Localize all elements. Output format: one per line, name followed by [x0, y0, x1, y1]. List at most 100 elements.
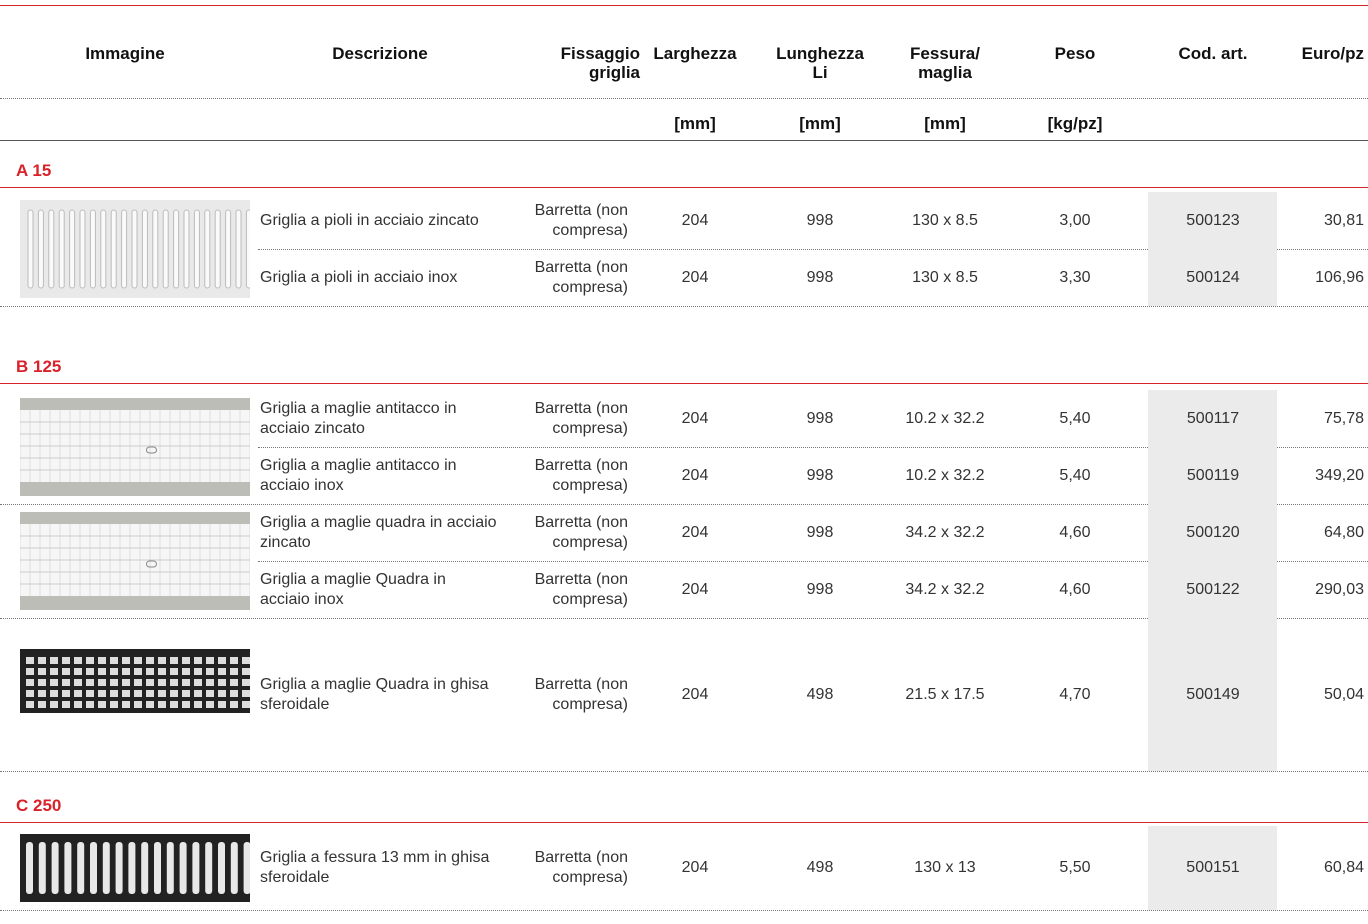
- cell-value: 130 x 8.5: [912, 268, 978, 286]
- cell-value: 998: [806, 211, 834, 229]
- row-rule: [258, 561, 1368, 562]
- cell-value: 500123: [1186, 211, 1240, 229]
- row-rule: [0, 504, 1368, 505]
- cell-value: 204: [681, 523, 709, 541]
- column-header: Cod. art.: [1178, 44, 1248, 63]
- cell-value: 998: [806, 466, 834, 484]
- code-bg: [1148, 504, 1277, 561]
- cell-value: 290,03: [1315, 580, 1364, 598]
- cell-value: 998: [806, 523, 834, 541]
- cell-value: 204: [681, 409, 709, 427]
- description: Griglia a maglie quadra in acciaio zinca…: [260, 513, 497, 551]
- section-title: C 250: [16, 796, 62, 815]
- fixing: Barretta (non compresa): [534, 201, 628, 239]
- product-image: [20, 648, 250, 713]
- column-header: Euro/pz: [1301, 44, 1364, 63]
- cell-value: 204: [681, 268, 709, 286]
- fixing: Barretta (non compresa): [534, 399, 628, 437]
- cell-value: 4,60: [1059, 523, 1091, 541]
- unit-label: [mm]: [799, 114, 841, 133]
- fixing: Barretta (non compresa): [534, 513, 628, 551]
- row-rule: [0, 910, 1368, 911]
- column-header: Peso: [1054, 44, 1096, 63]
- column-header: Fissaggio griglia: [560, 44, 640, 82]
- unit-label: [kg/pz]: [1047, 114, 1103, 133]
- description: Griglia a maglie Quadra in acciaio inox: [260, 570, 446, 608]
- column-header: Larghezza: [653, 44, 737, 63]
- cell-value: 998: [806, 409, 834, 427]
- description: Griglia a maglie Quadra in ghisa sferoid…: [260, 675, 489, 713]
- row-rule: [0, 618, 1368, 619]
- cell-value: 500124: [1186, 268, 1240, 286]
- description: Griglia a maglie antitacco in acciaio in…: [260, 456, 457, 494]
- cell-value: 21.5 x 17.5: [905, 685, 985, 703]
- fixing: Barretta (non compresa): [534, 258, 628, 296]
- product-image: [20, 398, 250, 496]
- code-bg: [1148, 618, 1277, 771]
- description: Griglia a pioli in acciaio zincato: [260, 211, 479, 229]
- section-title: A 15: [16, 161, 52, 180]
- description: Griglia a pioli in acciaio inox: [260, 268, 458, 286]
- cell-value: 498: [806, 859, 834, 876]
- product-image: [20, 200, 250, 298]
- cell-value: 34.2 x 32.2: [905, 523, 985, 541]
- cell-value: 204: [681, 859, 709, 876]
- fixing: Barretta (non compresa): [534, 570, 628, 608]
- cell-value: 106,96: [1315, 268, 1364, 286]
- cell-value: 5,40: [1059, 466, 1091, 484]
- cell-value: 130 x 8.5: [912, 211, 978, 229]
- cell-value: 204: [681, 466, 709, 484]
- cell-value: 50,04: [1323, 685, 1364, 703]
- description: Griglia a fessura 13 mm in ghisa sferoid…: [260, 849, 490, 886]
- cell-value: 75,78: [1323, 409, 1364, 427]
- cell-value: 500149: [1186, 685, 1240, 703]
- code-bg: [1148, 390, 1277, 447]
- column-header: Fessura/ maglia: [910, 44, 980, 82]
- cell-value: 500122: [1186, 580, 1240, 598]
- fixing: Barretta (non compresa): [534, 675, 628, 713]
- code-bg: [1148, 192, 1277, 249]
- cell-value: 204: [681, 580, 709, 598]
- unit-label: [mm]: [674, 114, 716, 133]
- cell-value: 60,84: [1323, 859, 1364, 876]
- section-title: B 125: [16, 357, 62, 376]
- section-rule: [0, 822, 1368, 823]
- units-rule: [0, 140, 1368, 141]
- cell-value: 500119: [1186, 466, 1240, 484]
- cell-value: 498: [806, 685, 834, 703]
- column-header: Immagine: [85, 44, 165, 63]
- code-bg: [1148, 826, 1277, 910]
- cell-value: 3,00: [1059, 211, 1091, 229]
- header-rule: [0, 98, 1368, 99]
- row-rule: [258, 447, 1368, 448]
- cell-value: 34.2 x 32.2: [905, 580, 985, 598]
- product-image: [20, 512, 250, 610]
- cell-value: 349,20: [1315, 466, 1364, 484]
- cell-value: 998: [806, 268, 834, 286]
- cell-value: 5,40: [1059, 409, 1091, 427]
- cell-value: 204: [681, 211, 709, 229]
- cell-value: 5,50: [1059, 859, 1091, 876]
- cell-value: 3,30: [1059, 268, 1091, 286]
- code-bg: [1148, 447, 1277, 504]
- cell-value: 64,80: [1323, 523, 1364, 541]
- cell-value: 10.2 x 32.2: [905, 409, 985, 427]
- code-bg: [1148, 249, 1277, 306]
- cell-value: 500120: [1186, 523, 1240, 541]
- cell-value: 500151: [1186, 859, 1240, 876]
- cell-value: 500117: [1186, 409, 1240, 427]
- cell-value: 998: [806, 580, 834, 598]
- cell-value: 4,70: [1059, 685, 1091, 703]
- description: Griglia a maglie antitacco in acciaio zi…: [260, 399, 457, 437]
- top-rule: [0, 5, 1368, 6]
- cell-value: 30,81: [1323, 211, 1364, 229]
- row-rule: [0, 771, 1368, 772]
- unit-label: [mm]: [924, 114, 966, 133]
- cell-value: 130 x 13: [914, 859, 976, 876]
- row-rule: [0, 306, 1368, 307]
- cell-value: 204: [681, 685, 709, 703]
- column-header: Descrizione: [332, 44, 428, 63]
- fixing: Barretta (non compresa): [534, 849, 628, 886]
- row-rule: [258, 249, 1368, 250]
